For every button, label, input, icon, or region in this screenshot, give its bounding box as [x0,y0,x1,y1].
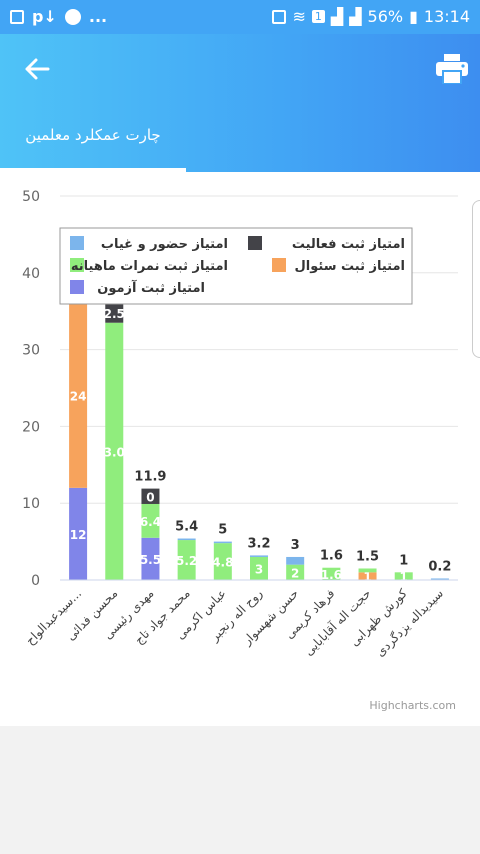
bar-segment [358,572,377,580]
bar-data-label: 1 [400,570,408,584]
bar-segment [141,488,160,504]
bar-segment [394,572,413,580]
app-bar: چارت عمکلرد معلمین [0,34,480,172]
y-tick-label: 50 [22,189,40,205]
bar-segment [430,578,449,580]
signal-icon-2: ▟ [349,7,362,26]
bar-data-label: 0 [146,490,154,504]
bar-total-label: 3 [291,538,300,553]
status-bar: p↓ ... ≋ 1 ▟ ▟ 56% ▮ 13:14 [0,0,480,34]
bar-segment [141,503,160,538]
legend-box [59,227,413,305]
y-tick-label: 20 [22,419,40,435]
bar-data-label: 12 [70,528,87,542]
y-tick-label: 10 [22,496,40,512]
bar-data-label: 3.0 [104,445,125,459]
bar-segment [322,567,341,580]
telegram-icon [64,8,81,25]
y-tick-label: 0 [31,573,40,589]
recycle-icon [272,9,287,24]
bar-data-label: 6.4 [140,515,161,529]
bar-segment [250,555,268,557]
bar-segment [177,538,196,541]
legend-label: امتیاز حضور و غیاب [101,237,228,252]
bar-segment [69,303,88,488]
tab-indicator [0,168,186,172]
bar-segment [286,556,305,565]
bar-segment [69,487,88,580]
bar-data-label: 5.5 [140,553,161,567]
bar-total-label: 1.5 [356,549,379,564]
battery-percent: 56% [367,7,404,26]
bar-segment [105,303,124,323]
bar-segment [177,540,196,580]
y-tick-label: 40 [22,266,40,282]
legend-label: امتیاز ثبت آزمون [97,279,205,296]
bar-data-label: 3 [255,562,263,576]
bar-segment [250,556,268,580]
download-icon: p↓ [32,7,57,26]
bar-data-label: 2 [291,566,299,580]
bar-total-label: 5 [218,523,227,538]
bar-total-label: 1.6 [320,549,343,564]
bar-total-label: 0.2 [428,559,451,574]
side-drawer-handle[interactable] [472,200,480,358]
bar-data-label: 1.6 [321,568,342,582]
bar-data-label: 2.5 [104,307,125,321]
bar-total-label: 11.9 [134,470,166,485]
signal-icon: ▟ [330,7,344,26]
x-tick-label: سیدیداله یزدگردی [373,586,447,660]
bar-total-label: 1 [399,553,408,568]
stacked-bar-chart: 010203040501224سیدعبدالواح...3.02.5محسن … [22,189,458,712]
status-right: ≋ 1 ▟ ▟ 56% ▮ 13:14 [272,7,470,26]
bar-data-label: 5.2 [176,554,197,568]
battery-icon: ▮ [409,7,418,26]
bar-data-label: 1 [363,570,371,584]
bar-data-label: 4.8 [212,556,233,570]
legend-label: امتیاز ثبت فعالیت [292,237,405,252]
legend-swatch [70,236,84,250]
tab-label: چارت عمکلرد معلمین [25,126,161,144]
y-tick-label: 30 [22,343,40,359]
clock: 13:14 [423,7,470,26]
printer-icon [436,54,468,85]
gallery-icon [10,9,24,24]
status-ellipsis: ... [88,7,108,26]
bar-total-label: 3.2 [247,536,270,551]
bar-segment [213,541,232,544]
tab-teacher-performance-chart[interactable]: چارت عمکلرد معلمین [0,114,186,172]
wifi-icon: ≋ [292,7,306,26]
legend-swatch [70,258,84,272]
arrow-left-icon [25,58,50,80]
legend-label: امتیاز ثبت نمرات ماهیانه [71,259,228,274]
bar-segment [213,543,232,580]
bar-segment [358,568,377,573]
x-tick-label: حجت اله آقابابایی [301,586,374,659]
print-button[interactable] [436,54,468,85]
back-button[interactable] [22,54,52,84]
chart-card: 0 10 20 30 40 50 12 24 سیدعبدالواح... 3.0 2.5 محسن … [0,172,480,726]
legend-swatch [70,280,84,294]
bar-data-label: 24 [70,390,87,404]
legend-swatch [272,258,286,272]
bar-segment [105,322,124,580]
bar-total-label: 5.4 [175,520,198,535]
legend-swatch [248,236,262,250]
legend-label: امتیاز ثبت سئوال [295,259,405,274]
chart-credits: Highcharts.com [369,699,456,712]
sim-badge: 1 [311,10,325,23]
bar-segment [286,564,305,580]
bar-segment [141,537,160,580]
status-left: p↓ ... [10,7,107,26]
